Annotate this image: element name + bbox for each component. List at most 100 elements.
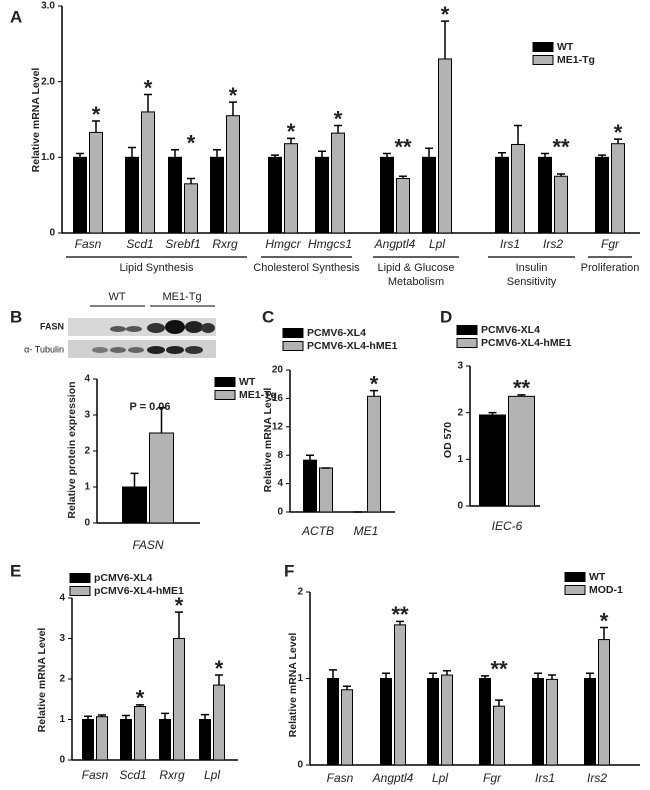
bar [427, 678, 439, 766]
blot-band [185, 346, 203, 354]
blot-band [201, 323, 215, 333]
blot-band [110, 326, 126, 332]
y-tick-label: 0 [59, 755, 65, 766]
blot-band [165, 320, 185, 334]
error-bar [306, 454, 314, 461]
error-bar [130, 472, 139, 487]
error-bar [498, 152, 506, 158]
blot-band [110, 347, 126, 353]
bar [284, 143, 298, 234]
error-bar [600, 626, 608, 640]
blot-row-label: FASN [40, 321, 64, 331]
x-tick-label: Lpl [432, 771, 448, 785]
legend-label: WT [239, 376, 256, 388]
error-bar [557, 173, 565, 177]
error-bar [383, 152, 391, 158]
bar [380, 156, 394, 234]
error-bar [229, 101, 237, 116]
significance-label: * [92, 102, 101, 127]
legend-swatch [456, 338, 478, 348]
x-tick-label: Fgr [483, 771, 502, 785]
error-bar [98, 714, 106, 717]
y-tick-label: 20 [272, 365, 284, 376]
y-tick-label: 3.0 [41, 1, 55, 12]
y-tick-label: 0 [297, 760, 303, 771]
y-tick-label: 0 [277, 507, 283, 518]
x-tick-label: Irs1 [535, 771, 555, 785]
bar [511, 143, 525, 234]
y-axis-label: Relative mRNA Level [30, 68, 42, 173]
y-tick-label: 3 [84, 410, 90, 421]
western-blot: WT ME1-Tg FASN α- Tubulin [24, 291, 216, 358]
error-bar [396, 620, 404, 625]
error-bar [201, 713, 209, 720]
bar [422, 156, 436, 234]
bar [479, 678, 491, 766]
legend-label: pCMV6-XL4-hME1 [94, 585, 184, 597]
blot-band [185, 321, 203, 333]
y-axis-label: Relative mRNA Level [36, 628, 48, 733]
x-tick-label: Hmgcs1 [308, 237, 352, 251]
bar [173, 638, 185, 761]
bar [82, 719, 94, 761]
legend-label: PCMV6-XL4-hME1 [481, 337, 572, 349]
legend-label: PCMV6-XL4 [307, 327, 366, 339]
x-tick-label: IEC-6 [492, 519, 523, 533]
x-tick-label: Scd1 [119, 768, 146, 782]
error-bar [318, 150, 326, 158]
x-tick-label: Fgr [601, 237, 620, 251]
y-tick-label: 12 [272, 421, 284, 432]
x-tick-label: Angptl4 [372, 771, 414, 785]
bar [210, 156, 224, 234]
bar [380, 678, 392, 766]
panel-letter: B [10, 307, 22, 326]
error-bar [161, 712, 169, 720]
bar [331, 132, 345, 234]
bar [319, 467, 333, 513]
error-bar [495, 699, 503, 707]
panel-letter: F [284, 561, 294, 580]
significance-label: * [144, 75, 153, 100]
blot-band [128, 347, 144, 353]
significance-label: * [334, 106, 343, 131]
bar [595, 156, 609, 234]
significance-label: ** [391, 602, 409, 627]
x-tick-label: Srebf1 [165, 237, 200, 251]
error-bar [187, 177, 195, 184]
bar [315, 156, 329, 234]
error-bar [122, 714, 130, 720]
y-tick-label: 0 [84, 518, 90, 529]
bar [396, 178, 410, 234]
bar [546, 678, 558, 766]
bar [213, 684, 225, 761]
x-tick-label: Angptl4 [374, 237, 416, 251]
legend-swatch [532, 55, 554, 65]
x-tick-label: Fasn [82, 768, 109, 782]
y-tick-label: 8 [277, 450, 283, 461]
significance-label: * [229, 83, 238, 108]
y-tick-label: 2.0 [41, 76, 55, 87]
bar [120, 719, 132, 761]
error-bar [441, 20, 449, 59]
bar [584, 678, 596, 766]
bar [367, 395, 381, 513]
blot-band [147, 346, 165, 354]
significance-label: * [136, 686, 145, 711]
legend-swatch [214, 390, 236, 400]
error-bar [343, 685, 351, 690]
bar [479, 414, 506, 507]
group-label: Proliferation [581, 262, 640, 274]
error-bar [92, 120, 100, 133]
legend-label: WT [589, 571, 606, 583]
bar [438, 58, 452, 234]
significance-label: * [287, 119, 296, 144]
legend-swatch [282, 341, 304, 351]
error-bar [370, 389, 378, 397]
x-tick-label: Irs1 [500, 237, 520, 251]
significance-label: * [600, 608, 609, 633]
x-tick-label: Fasn [75, 237, 102, 251]
blot-band [126, 326, 142, 332]
bar [554, 175, 568, 234]
error-bar [541, 152, 549, 158]
